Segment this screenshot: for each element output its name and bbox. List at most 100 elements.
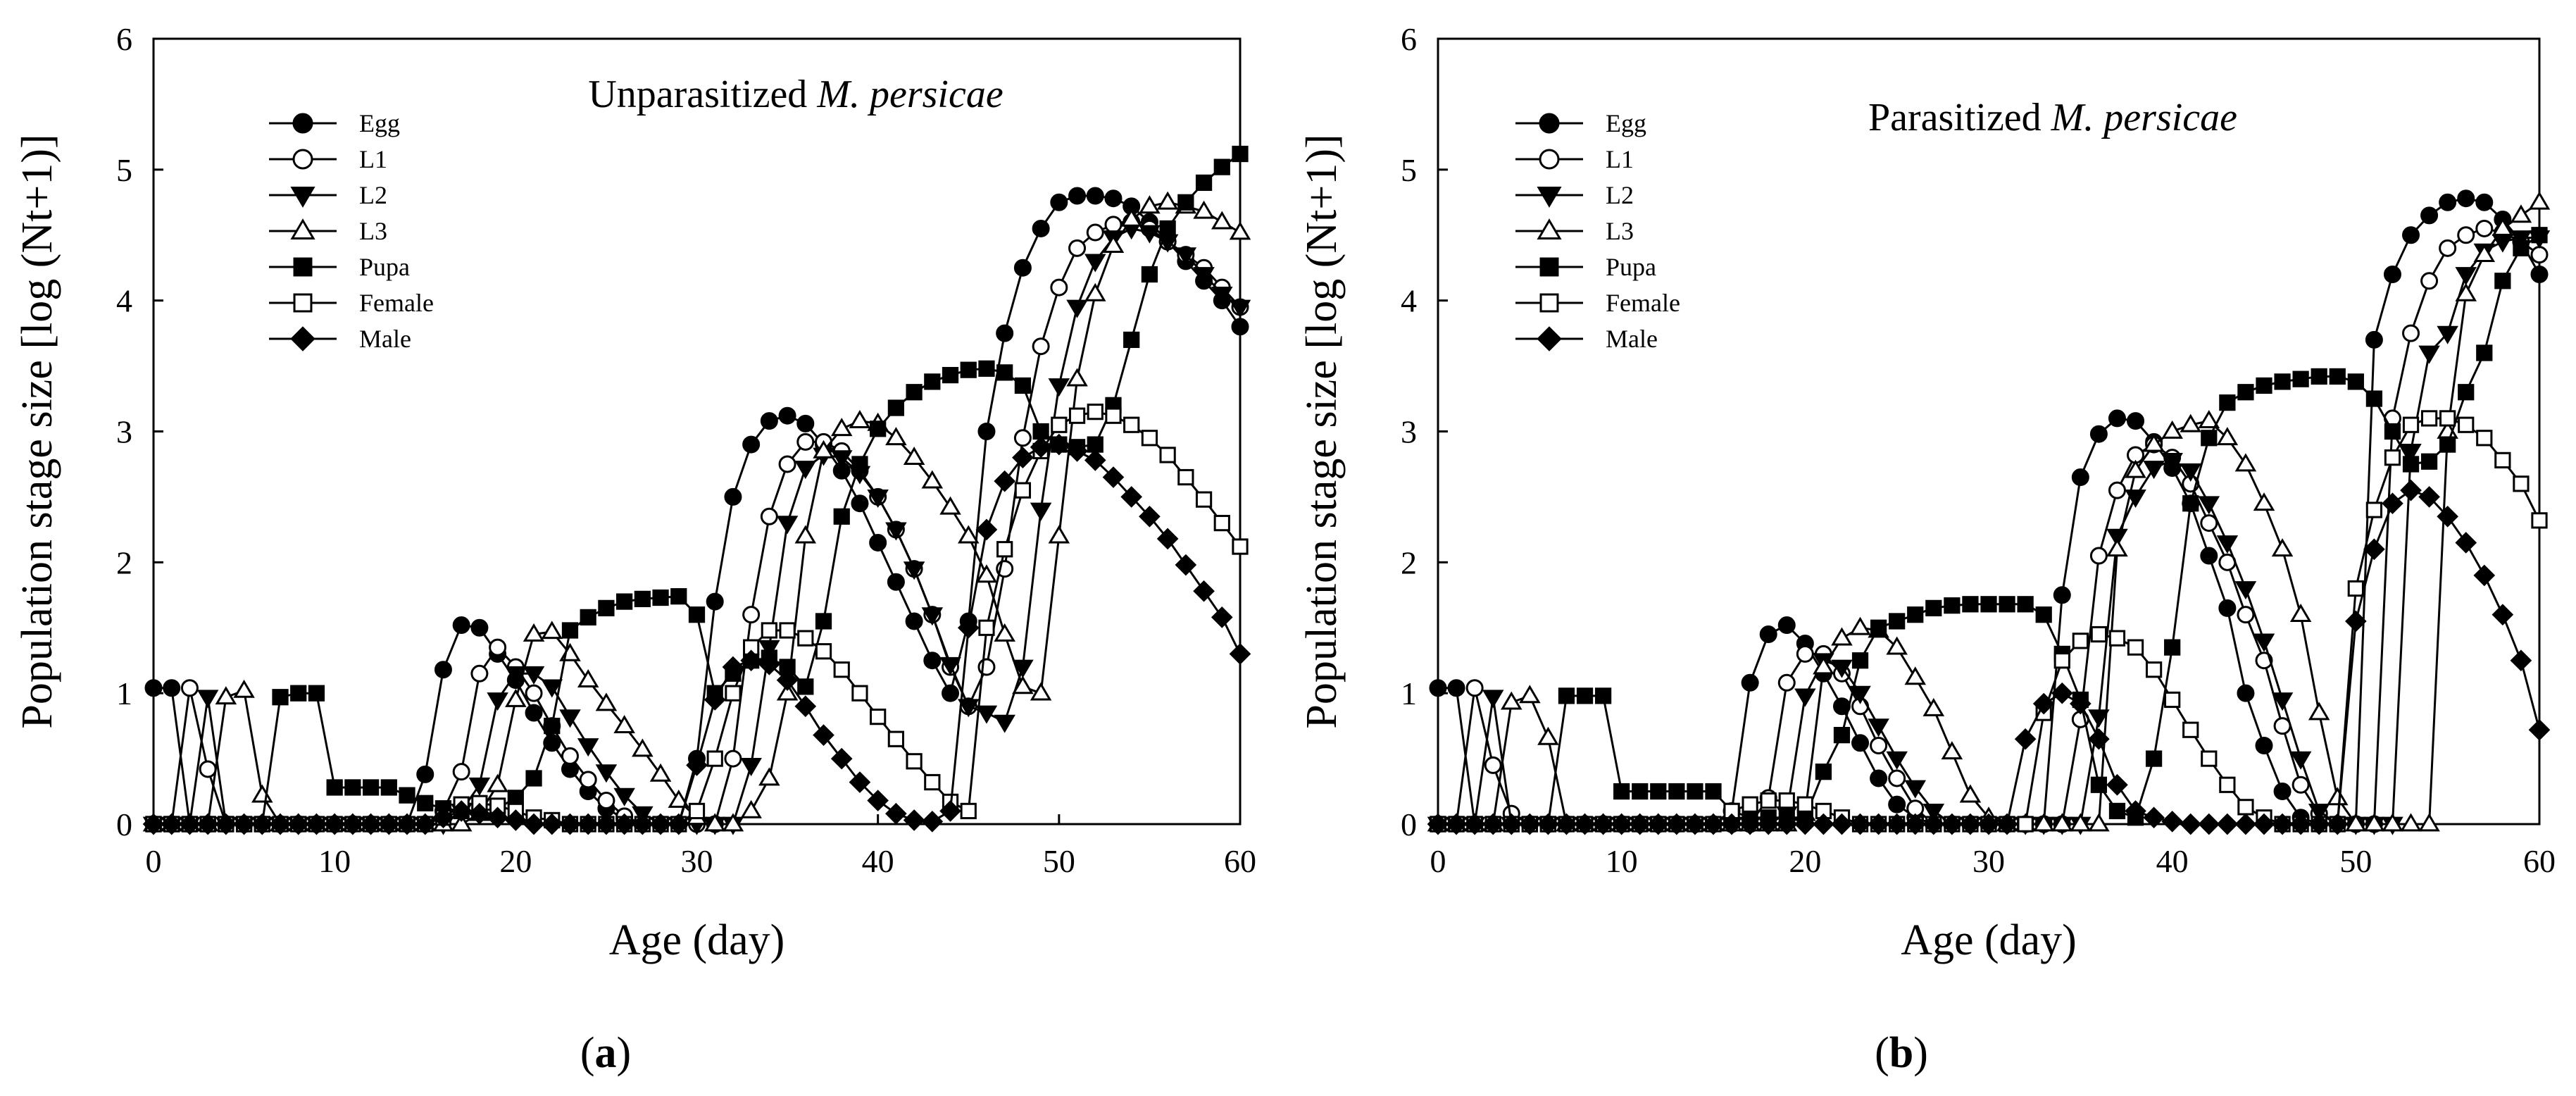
data-point — [2437, 325, 2458, 344]
data-point — [849, 771, 871, 793]
data-point — [616, 593, 633, 610]
data-point — [2308, 813, 2330, 835]
data-point — [2418, 813, 2440, 832]
data-point — [290, 685, 307, 702]
data-point — [1193, 580, 1215, 602]
data-point — [1104, 216, 1123, 234]
data-point — [2053, 652, 2070, 669]
data-point — [1702, 813, 1725, 835]
data-point — [740, 758, 762, 776]
data-point — [1013, 429, 1032, 447]
data-point — [2530, 266, 2549, 283]
data-point — [1429, 679, 1447, 697]
data-point — [797, 630, 814, 647]
data-point — [1888, 795, 1906, 814]
data-point — [142, 813, 165, 835]
data-point — [1611, 813, 1632, 835]
legend-item-l1: L1 — [1515, 145, 1634, 173]
data-point — [1445, 813, 1468, 835]
data-point — [668, 813, 690, 835]
data-point — [2289, 813, 2312, 835]
data-point — [1796, 644, 1814, 663]
data-point — [2218, 599, 2237, 617]
data-point — [1032, 219, 1050, 237]
data-point — [725, 685, 742, 702]
data-point — [903, 561, 925, 580]
data-point — [796, 432, 815, 451]
panel-title-species: M. persicae — [2051, 96, 2237, 139]
data-point — [1066, 299, 1088, 318]
data-point — [468, 802, 491, 825]
y-tick-label: 3 — [1401, 414, 1417, 450]
data-point — [996, 364, 1013, 381]
data-point — [778, 455, 796, 473]
data-point — [2216, 813, 2239, 835]
data-point — [180, 679, 199, 697]
data-point — [2439, 193, 2457, 211]
data-point — [2274, 373, 2291, 390]
y-tick-label: 6 — [1401, 21, 1417, 57]
data-point — [2476, 430, 2493, 447]
legend-label: Egg — [359, 109, 400, 137]
data-point — [1868, 718, 1889, 737]
data-point — [306, 813, 327, 835]
data-point — [652, 589, 669, 606]
x-tick-label: 10 — [1606, 843, 1638, 879]
data-point — [1592, 813, 1614, 835]
data-point — [1427, 813, 1449, 835]
data-point — [758, 767, 780, 786]
data-point — [487, 692, 508, 711]
data-point — [1156, 528, 1179, 550]
y-tick-label: 3 — [116, 414, 132, 450]
data-point — [942, 366, 959, 384]
data-point — [2072, 633, 2089, 649]
data-point — [1048, 525, 1070, 544]
data-point — [830, 747, 853, 770]
data-point — [2253, 813, 2275, 835]
data-point — [1030, 436, 1052, 459]
data-point — [2127, 412, 2145, 430]
series-line — [1438, 237, 2539, 826]
data-point — [2437, 505, 2458, 528]
data-point — [1087, 404, 1103, 421]
data-point — [1777, 673, 1796, 692]
data-point — [416, 765, 434, 783]
data-point — [1576, 687, 1594, 704]
data-point — [942, 684, 960, 702]
data-point — [815, 643, 832, 660]
data-point — [813, 440, 834, 459]
data-point — [2216, 427, 2239, 446]
data-point — [2088, 728, 2110, 750]
x-tick-label: 10 — [318, 843, 351, 879]
data-point — [2513, 239, 2530, 256]
data-point — [1741, 673, 1759, 692]
data-point — [1629, 813, 1651, 835]
data-point — [1868, 813, 1889, 835]
data-point — [2345, 610, 2367, 633]
data-point — [996, 324, 1014, 342]
data-point — [579, 771, 597, 789]
x-tick-label: 0 — [1430, 843, 1446, 879]
data-point — [144, 679, 163, 697]
data-point — [1465, 679, 1484, 697]
data-point — [1632, 783, 1649, 800]
data-point — [1650, 783, 1667, 800]
legend-marker — [1537, 326, 1562, 351]
legend-item-egg: Egg — [1515, 109, 1646, 137]
data-point — [1870, 619, 1887, 636]
data-point — [1123, 416, 1140, 433]
data-point — [906, 753, 923, 770]
data-point — [1922, 697, 1945, 716]
data-point — [833, 508, 850, 525]
data-point — [1048, 378, 1070, 397]
data-point — [2382, 813, 2403, 832]
data-point — [1068, 187, 1087, 205]
data-point — [1229, 299, 1251, 318]
data-point — [595, 692, 618, 711]
data-point — [1870, 769, 1888, 787]
data-point — [163, 679, 181, 697]
data-point — [2510, 230, 2532, 249]
data-point — [1105, 407, 1122, 424]
data-point — [580, 609, 596, 626]
data-point — [1851, 734, 1870, 752]
